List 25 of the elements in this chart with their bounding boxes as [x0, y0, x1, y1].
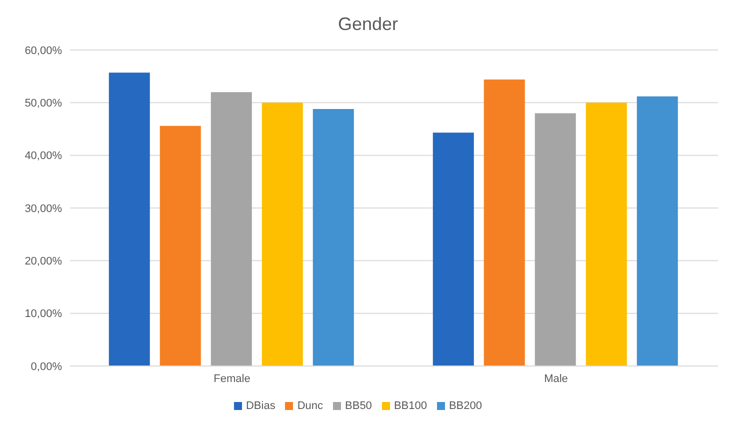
bar	[586, 102, 627, 366]
y-tick-label: 20,00%	[24, 256, 62, 268]
legend-label: BB50	[345, 400, 372, 412]
bar	[534, 113, 576, 366]
legend-label: BB200	[448, 400, 482, 412]
x-tick-label: Female	[214, 372, 250, 385]
legend-label: DBias	[246, 400, 276, 412]
y-tick-label: 0,00%	[30, 360, 62, 373]
bar	[484, 79, 525, 366]
bar	[210, 92, 252, 366]
legend-label: Dunc	[297, 400, 324, 412]
bar	[312, 108, 354, 366]
bar	[432, 132, 474, 366]
x-tick-label: Male	[544, 372, 568, 385]
bar	[108, 72, 150, 366]
y-tick-label: 40,00%	[24, 150, 62, 162]
legend-label: BB100	[394, 400, 427, 412]
y-tick-label: 30,00%	[24, 202, 62, 215]
chart-title: Gender	[336, 13, 400, 36]
bar	[262, 102, 303, 366]
y-tick-label: 60,00%	[24, 44, 62, 57]
y-tick-label: 10,00%	[24, 308, 62, 320]
bar	[160, 126, 201, 366]
y-tick-label: 50,00%	[24, 98, 62, 110]
bar	[636, 96, 678, 366]
